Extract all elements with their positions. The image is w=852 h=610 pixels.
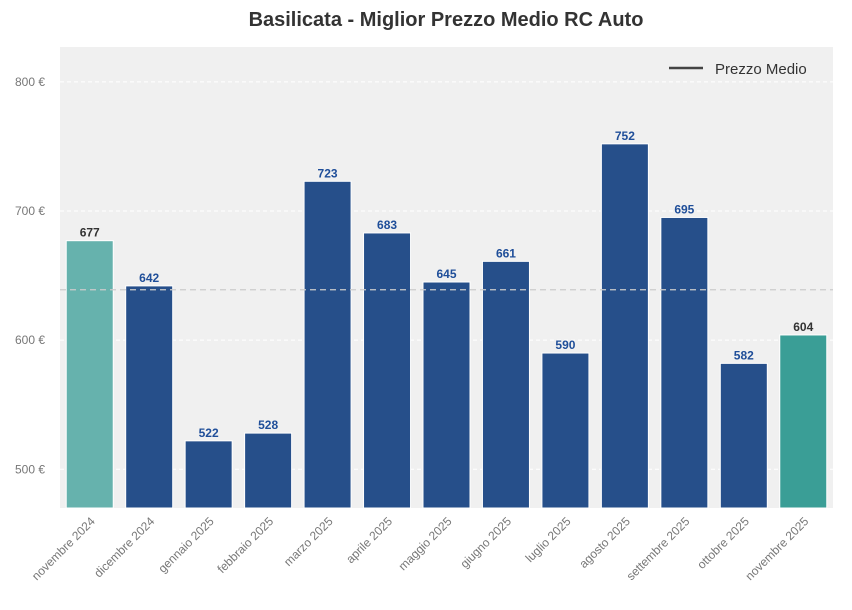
- bar-value-label: 528: [258, 418, 278, 432]
- bar: [660, 216, 709, 509]
- bar-value-label: 661: [496, 246, 516, 260]
- bar-value-label: 752: [615, 129, 635, 143]
- y-tick-label: 800 €: [15, 75, 45, 89]
- x-tick-label: maggio 2025: [396, 514, 455, 573]
- x-tick-label: agosto 2025: [576, 514, 633, 571]
- x-tick-label: giugno 2025: [457, 514, 514, 571]
- bar-value-label: 695: [674, 202, 694, 216]
- bar-value-label: 645: [436, 267, 456, 281]
- bar-value-label: 642: [139, 271, 159, 285]
- bar: [779, 334, 828, 509]
- bar: [184, 440, 233, 509]
- x-tick-label: dicembre 2024: [91, 514, 157, 580]
- x-tick-label: novembre 2024: [29, 514, 98, 583]
- legend: Prezzo Medio: [669, 61, 807, 78]
- x-tick-label: marzo 2025: [281, 514, 336, 569]
- bar-value-label: 522: [199, 426, 219, 440]
- x-tick-label: settembre 2025: [624, 514, 693, 583]
- bar: [244, 432, 293, 509]
- bar-value-label: 604: [793, 320, 813, 334]
- bar-value-label: 590: [555, 338, 575, 352]
- legend-label: Prezzo Medio: [715, 61, 807, 78]
- bar: [65, 240, 114, 509]
- bar-value-label: 582: [734, 348, 754, 362]
- chart-title: Basilicata - Miglior Prezzo Medio RC Aut…: [249, 9, 644, 31]
- x-tick-label: gennaio 2025: [155, 514, 217, 576]
- bar-value-label: 683: [377, 218, 397, 232]
- bar-value-label: 723: [318, 166, 338, 180]
- bar: [481, 260, 530, 509]
- x-tick-label: febbraio 2025: [214, 514, 276, 576]
- y-tick-label: 500 €: [15, 462, 45, 476]
- y-tick-label: 600 €: [15, 333, 45, 347]
- y-tick-label: 700 €: [15, 204, 45, 218]
- bar-value-label: 677: [80, 226, 100, 240]
- bar: [363, 232, 412, 509]
- bar: [541, 352, 590, 509]
- bar: [600, 143, 649, 509]
- bar: [719, 362, 768, 509]
- x-tick-label: ottobre 2025: [694, 514, 752, 572]
- bar: [125, 285, 174, 509]
- bar: [422, 281, 471, 509]
- x-tick-label: novembre 2025: [743, 514, 812, 583]
- bar: [303, 180, 352, 509]
- x-tick-label: luglio 2025: [523, 514, 574, 565]
- x-tick-label: aprile 2025: [343, 514, 395, 566]
